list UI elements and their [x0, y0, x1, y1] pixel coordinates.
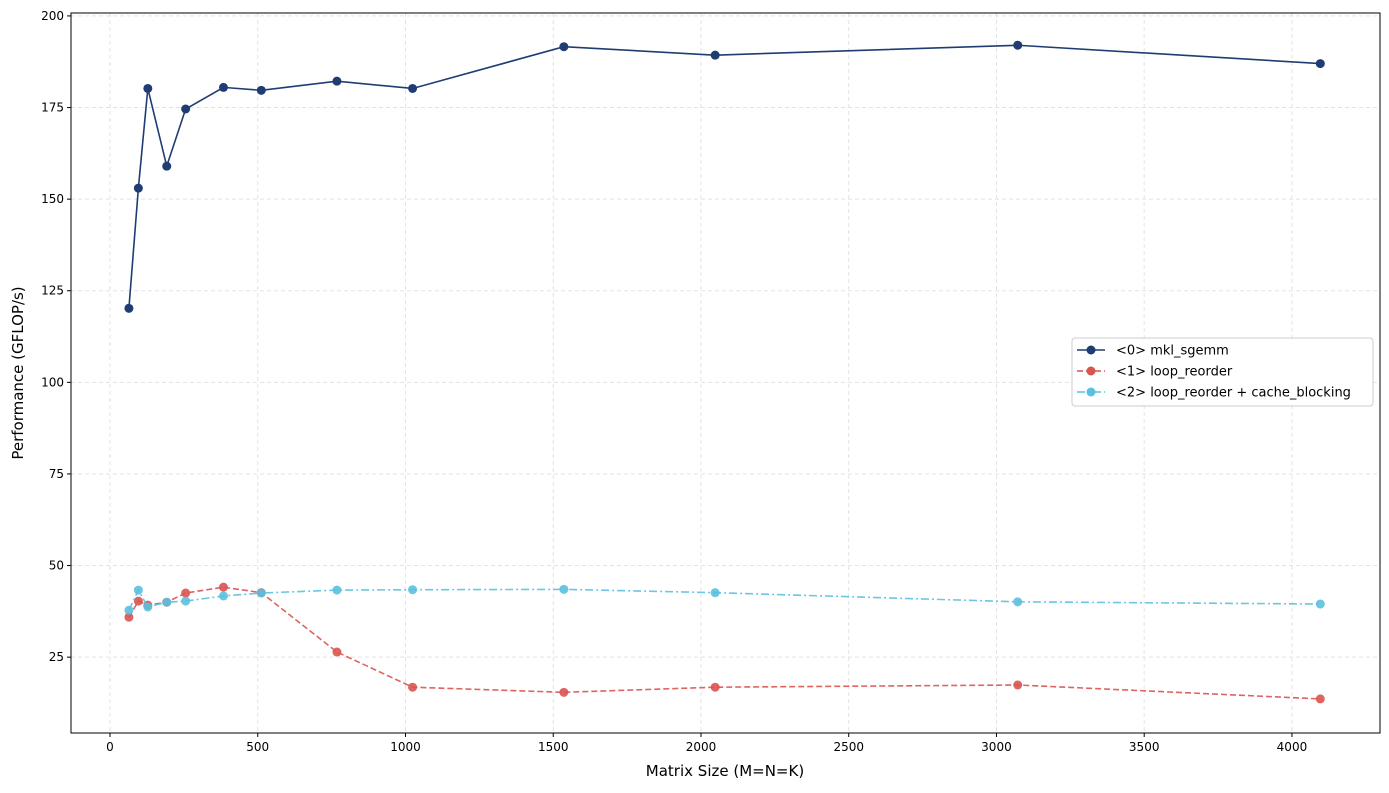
series-1 — [124, 582, 1325, 704]
legend-box — [1071, 337, 1374, 407]
x-tick-label: 2000 — [686, 740, 717, 754]
data-point — [133, 183, 143, 193]
data-point — [124, 612, 134, 622]
y-tick-label: 50 — [49, 559, 64, 573]
y-tick-label: 75 — [49, 467, 64, 481]
data-point — [181, 104, 191, 114]
data-point — [143, 83, 153, 93]
x-tick-label: 4000 — [1277, 740, 1308, 754]
series-2 — [124, 584, 1325, 615]
series-line — [128, 586, 1321, 700]
y-tick-label: 150 — [41, 192, 64, 206]
x-tick-label: 1000 — [390, 740, 421, 754]
legend-marker — [1086, 387, 1096, 397]
y-tick-label: 25 — [49, 650, 64, 664]
x-tick-label: 2500 — [833, 740, 864, 754]
data-point — [710, 50, 720, 60]
data-point — [1013, 40, 1023, 50]
y-tick-label: 200 — [41, 9, 64, 23]
data-point — [559, 42, 569, 52]
legend-marker — [1086, 366, 1096, 376]
legend-label: <2> loop_reorder + cache_blocking — [1116, 386, 1351, 401]
data-point — [124, 303, 134, 313]
data-point — [1315, 599, 1325, 609]
plot-frame — [70, 12, 1381, 734]
data-point — [408, 83, 418, 93]
data-point — [1315, 59, 1325, 69]
data-point — [408, 585, 418, 595]
data-point — [1013, 597, 1023, 607]
data-point — [181, 596, 191, 606]
data-point — [332, 585, 342, 595]
x-tick-label: 500 — [246, 740, 269, 754]
data-point — [133, 596, 143, 606]
data-point — [143, 602, 153, 612]
series-line — [128, 588, 1321, 611]
series-line — [128, 44, 1321, 309]
ticks: 0 500 1000 1500 2000 2500 3000 3500 4000 25 50 75 10… — [41, 9, 1307, 754]
y-tick-label: 100 — [41, 375, 64, 389]
data-point — [1315, 694, 1325, 704]
series-0 — [124, 40, 1325, 313]
data-point — [1013, 680, 1023, 690]
x-tick-label: 0 — [106, 740, 114, 754]
legend-marker — [1086, 345, 1096, 355]
legend-label: <1> loop_reorder — [1116, 365, 1233, 380]
data-point — [181, 588, 191, 598]
data-point — [710, 588, 720, 598]
data-point — [218, 591, 228, 601]
series-lines — [124, 40, 1325, 704]
data-point — [218, 82, 228, 92]
data-point — [332, 76, 342, 86]
data-point — [133, 585, 143, 595]
data-point — [710, 682, 720, 692]
y-axis-label: Performance (GFLOP/s) — [9, 286, 27, 459]
legend-label: <0> mkl_sgemm — [1116, 344, 1229, 359]
x-axis-label: Matrix Size (M=N=K) — [646, 762, 804, 780]
data-point — [162, 161, 172, 171]
data-point — [332, 647, 342, 657]
x-tick-label: 3000 — [981, 740, 1012, 754]
data-point — [559, 584, 569, 594]
legend: <0> mkl_sgemm <1> loop_reorder <2> loop_re… — [1071, 337, 1374, 407]
x-tick-label: 1500 — [538, 740, 569, 754]
data-point — [559, 687, 569, 697]
x-tick-label: 3500 — [1129, 740, 1160, 754]
data-point — [124, 605, 134, 615]
data-point — [256, 588, 266, 598]
data-point — [408, 682, 418, 692]
y-tick-label: 125 — [41, 284, 64, 298]
data-point — [162, 597, 172, 607]
y-tick-label: 175 — [41, 101, 64, 115]
data-point — [218, 582, 228, 592]
data-point — [256, 85, 266, 95]
